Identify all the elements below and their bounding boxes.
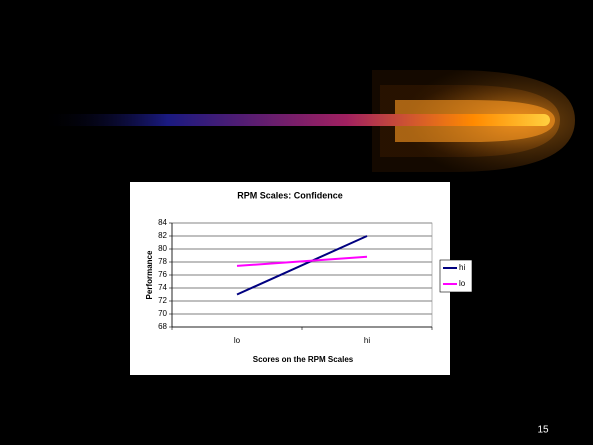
slide-number: 15 [537, 425, 549, 436]
comet-decoration [40, 70, 575, 172]
legend-label: hi [459, 263, 465, 272]
series-line [236, 235, 368, 296]
y-tick-label: 74 [158, 283, 167, 292]
legend-label: lo [459, 279, 466, 288]
y-tick-label: 84 [158, 218, 167, 227]
y-tick-label: 78 [158, 257, 167, 266]
y-tick-label: 80 [158, 244, 167, 253]
chart-area [130, 182, 450, 375]
x-axis-label: Scores on the RPM Scales [253, 355, 354, 364]
y-tick-label: 68 [158, 322, 167, 331]
y-tick-label: 70 [158, 309, 167, 318]
chart-title: RPM Scales: Confidence [237, 190, 343, 200]
legend-box [439, 259, 473, 293]
x-tick-label: hi [364, 336, 370, 345]
y-tick-label: 76 [158, 270, 167, 279]
y-axis-label: Performance [145, 250, 154, 299]
series-line [236, 255, 368, 267]
x-tick-label: lo [234, 336, 241, 345]
y-tick-label: 72 [158, 296, 167, 305]
y-tick-label: 82 [158, 231, 167, 240]
